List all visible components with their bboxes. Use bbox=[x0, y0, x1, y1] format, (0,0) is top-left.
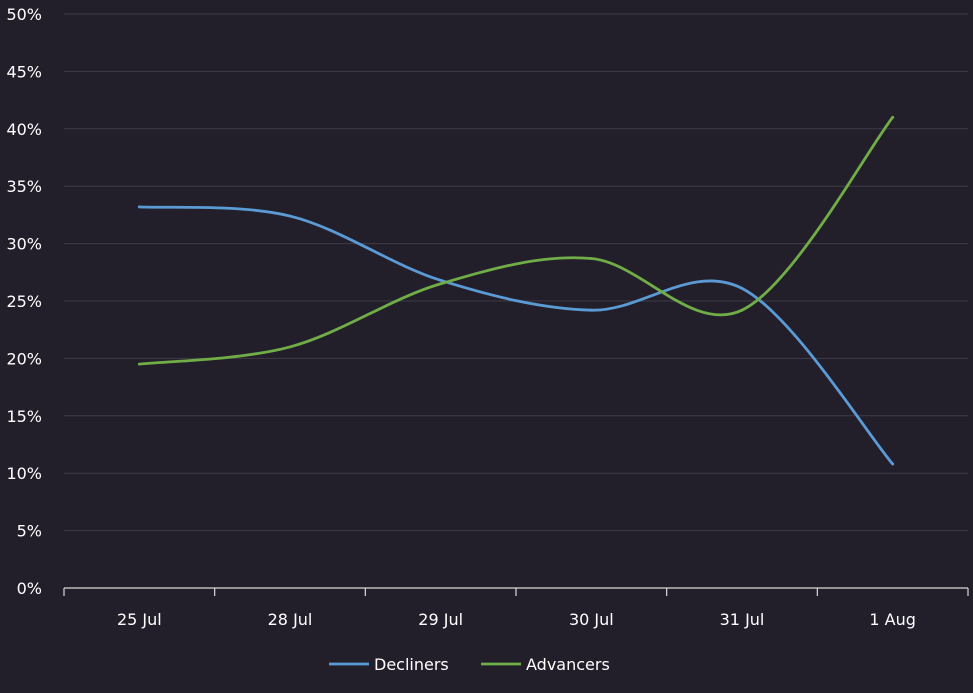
y-tick-label: 25% bbox=[6, 292, 42, 311]
x-tick-label: 28 Jul bbox=[268, 610, 313, 629]
y-tick-label: 45% bbox=[6, 62, 42, 81]
y-tick-label: 10% bbox=[6, 464, 42, 483]
series-layer bbox=[137, 115, 895, 466]
data-point-advancers bbox=[288, 345, 292, 349]
legend-item-advancers: Advancers bbox=[481, 655, 610, 674]
x-tick-label: 1 Aug bbox=[869, 610, 916, 629]
y-tick-label: 20% bbox=[6, 349, 42, 368]
series-line-advancers bbox=[137, 115, 895, 366]
data-point-decliners bbox=[589, 308, 593, 312]
y-tick-label: 40% bbox=[6, 120, 42, 139]
x-tick-label: 30 Jul bbox=[569, 610, 614, 629]
y-tick-label: 5% bbox=[17, 522, 42, 541]
data-point-decliners bbox=[740, 286, 744, 290]
data-point-advancers bbox=[740, 308, 744, 312]
legend-label-decliners: Decliners bbox=[374, 655, 449, 674]
data-point-decliners bbox=[288, 214, 292, 218]
x-tick-label: 31 Jul bbox=[720, 610, 765, 629]
x-tick-label: 25 Jul bbox=[117, 610, 162, 629]
series-line-decliners bbox=[137, 205, 895, 466]
data-point-advancers bbox=[137, 362, 141, 366]
y-tick-label: 50% bbox=[6, 5, 42, 24]
grid-layer bbox=[64, 13, 968, 532]
legend: Decliners Advancers bbox=[329, 655, 610, 674]
y-tick-label: 30% bbox=[6, 235, 42, 254]
x-axis: 25 Jul 28 Jul 29 Jul 30 Jul 31 Jul 1 Aug bbox=[63, 587, 969, 629]
y-tick-label: 0% bbox=[17, 579, 42, 598]
data-point-decliners bbox=[891, 462, 895, 466]
data-point-decliners bbox=[137, 205, 141, 209]
data-point-advancers bbox=[891, 115, 895, 119]
y-tick-label: 15% bbox=[6, 407, 42, 426]
data-point-advancers bbox=[439, 282, 443, 286]
legend-item-decliners: Decliners bbox=[329, 655, 449, 674]
data-point-advancers bbox=[589, 257, 593, 260]
legend-label-advancers: Advancers bbox=[526, 655, 610, 674]
y-axis: 0% 5% 10% 15% 20% 25% 30% 35% 40% 45% 50% bbox=[6, 5, 42, 598]
x-tick-label: 29 Jul bbox=[418, 610, 463, 629]
data-point-decliners bbox=[439, 278, 443, 282]
y-tick-label: 35% bbox=[6, 177, 42, 196]
